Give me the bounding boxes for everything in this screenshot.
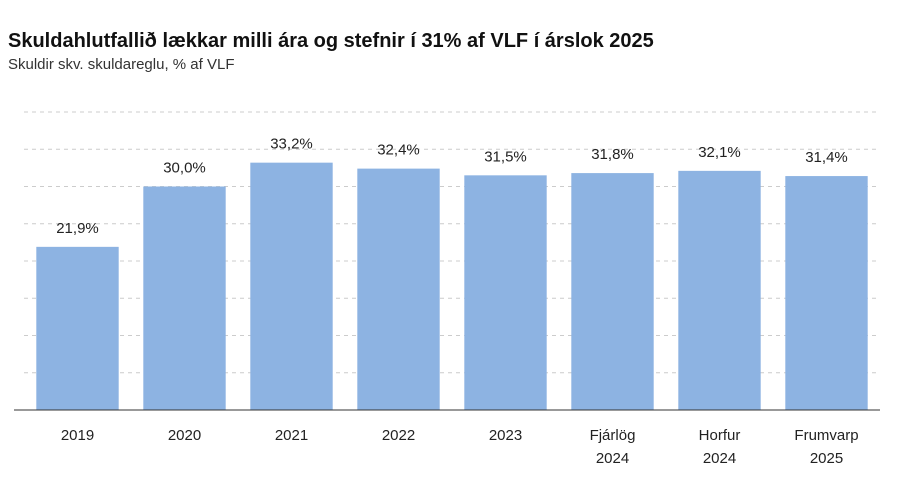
data-label: 31,5%	[484, 148, 527, 165]
bar	[143, 186, 226, 410]
data-label: 31,8%	[591, 146, 634, 163]
x-tick-label: Frumvarp 2025	[794, 427, 858, 467]
bar	[250, 162, 333, 410]
chart-subtitle: Skuldir skv. skuldareglu, % af VLF	[8, 56, 234, 73]
x-tick-label: Fjárlög 2024	[590, 427, 636, 467]
data-label: 33,2%	[270, 136, 313, 153]
x-tick-label: 2019	[61, 427, 94, 444]
bar	[571, 173, 654, 410]
data-label: 21,9%	[56, 220, 99, 237]
x-tick-label: 2021	[275, 427, 308, 444]
data-label: 32,4%	[377, 142, 420, 159]
bar	[36, 246, 119, 410]
x-tick-label: Horfur 2024	[699, 427, 741, 467]
bar	[785, 176, 868, 410]
data-label: 31,4%	[805, 149, 848, 166]
x-tick-label: 2022	[382, 427, 415, 444]
bar	[678, 170, 761, 410]
x-tick-label: 2023	[489, 427, 522, 444]
chart-title: Skuldahlutfallið lækkar milli ára og ste…	[8, 30, 654, 52]
bar	[464, 175, 547, 410]
x-tick-label: 2020	[168, 427, 201, 444]
data-label: 32,1%	[698, 144, 741, 161]
bar	[357, 168, 440, 410]
data-label: 30,0%	[163, 160, 206, 177]
